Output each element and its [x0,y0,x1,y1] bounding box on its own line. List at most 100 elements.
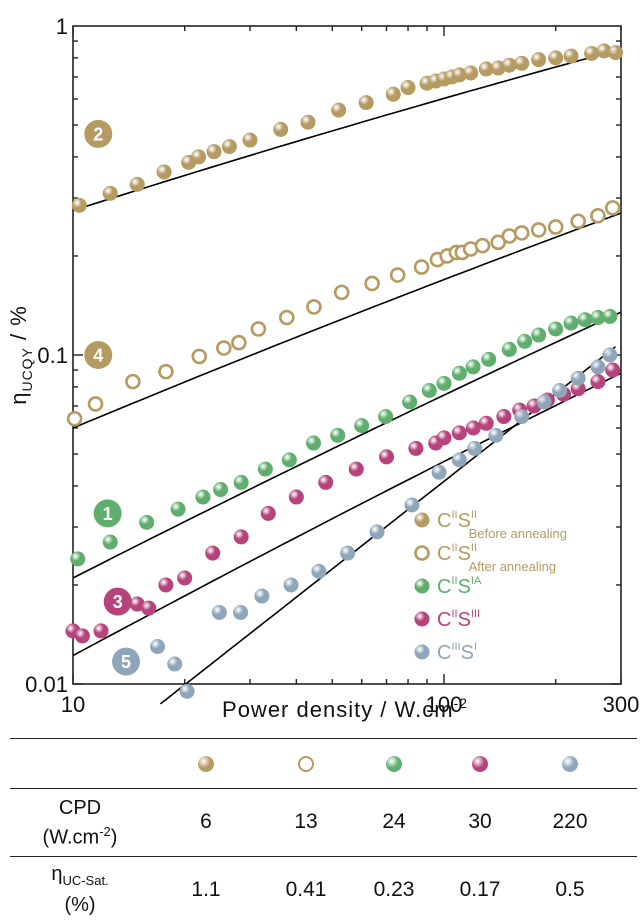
point-s1 [531,327,547,343]
cpd-value: 6 [200,810,212,833]
point-s3 [93,623,109,639]
point-s4 [87,396,104,412]
legend-label-s2: CIISII Before annealing [437,509,567,541]
eta-value: 0.17 [459,878,501,901]
point-s3 [348,461,364,477]
point-s4 [513,225,530,241]
point-s5 [514,409,530,425]
point-s1 [354,418,370,434]
point-s4 [413,259,430,275]
point-s1 [402,394,418,410]
point-s4 [364,275,380,292]
badge-label-s2: 2 [93,124,103,144]
point-s1 [465,359,481,375]
cpd-label-line2: (W.cm-2) [42,824,118,849]
y-tick-label: 0.01 [25,672,68,697]
eta-value: 0.5 [555,878,585,901]
legend-marker-s2 [414,512,430,528]
point-s4 [333,284,350,301]
point-s5 [340,545,356,561]
point-s3 [141,600,157,616]
badge-s5 [112,647,141,676]
cpd-value: 220 [552,810,588,833]
point-s4 [501,228,518,244]
point-s2 [273,121,289,137]
legend-label-s4: CIISII After annealing [437,542,556,574]
point-s2 [102,185,118,201]
legend-label-s1: CIISIA [437,575,482,598]
badge-s4 [84,341,113,369]
badge-label-s5: 5 [121,652,131,672]
y-tick-label: 1 [56,14,68,39]
y-axis-title: ηUCQY / % [6,305,35,405]
badge-s1 [93,499,122,528]
point-s1 [602,308,618,324]
point-s5 [602,347,618,363]
point-s2 [300,114,316,130]
fit-line-s3 [72,372,622,657]
point-s4 [590,207,606,224]
point-s1 [501,341,517,357]
point-s1 [170,501,186,517]
x-tick-label: 300 [603,692,640,717]
point-s4 [216,340,232,356]
point-s2 [191,149,207,165]
x-tick-label: 100 [426,692,463,717]
point-s3 [496,409,512,425]
cpd-value: 13 [294,810,318,833]
eta-label-line1: ηUC-Sat. [51,863,109,888]
point-s4 [570,213,586,230]
point-s4 [250,321,267,337]
point-s2 [463,65,479,81]
point-s3 [436,430,452,446]
point-s5 [311,563,327,579]
point-s5 [467,440,483,456]
point-s4 [158,363,174,380]
legend-marker-s4 [414,545,430,561]
point-s2 [451,67,467,83]
x-tick-label: 10 [61,692,85,717]
table-rule-mid [10,788,637,789]
point-s2 [608,45,624,61]
point-s4 [191,348,208,365]
point-s4 [530,222,547,238]
point-s1 [563,315,579,331]
point-s2 [156,164,172,180]
point-s3 [129,596,145,612]
point-s3 [233,529,249,545]
point-s1 [577,312,593,328]
point-s3 [177,570,193,586]
point-s2 [400,80,416,96]
badge-label-s3: 3 [113,592,123,612]
point-s3 [260,505,276,521]
point-s5 [283,577,299,593]
table-symbol [386,756,402,772]
legend-marker-s1 [414,578,430,594]
badge-label-s4: 4 [93,346,103,366]
point-s2 [221,139,237,155]
point-s4 [490,234,507,251]
point-s1 [436,375,452,391]
cpd-label-line1: CPD [58,797,102,819]
point-s1 [257,461,273,477]
point-s4 [547,219,564,235]
x-axis-title: Power density / W.cm-2 [222,695,468,722]
point-s3 [288,489,304,505]
fit-line-s1 [72,311,622,579]
point-s2 [531,52,547,68]
point-s4 [474,237,491,254]
point-s3 [74,628,90,644]
point-s2 [242,132,258,148]
point-s1 [517,333,533,349]
legend-marker-s3 [414,611,430,627]
point-s5 [451,452,467,468]
point-s1 [195,489,211,505]
point-s1 [70,551,86,567]
point-s1 [481,351,497,367]
point-s2 [501,57,517,73]
point-s4 [389,267,406,283]
point-s2 [206,144,222,160]
fit-line-s4 [72,212,622,429]
plot-frame [72,25,622,685]
point-s3 [158,577,174,593]
